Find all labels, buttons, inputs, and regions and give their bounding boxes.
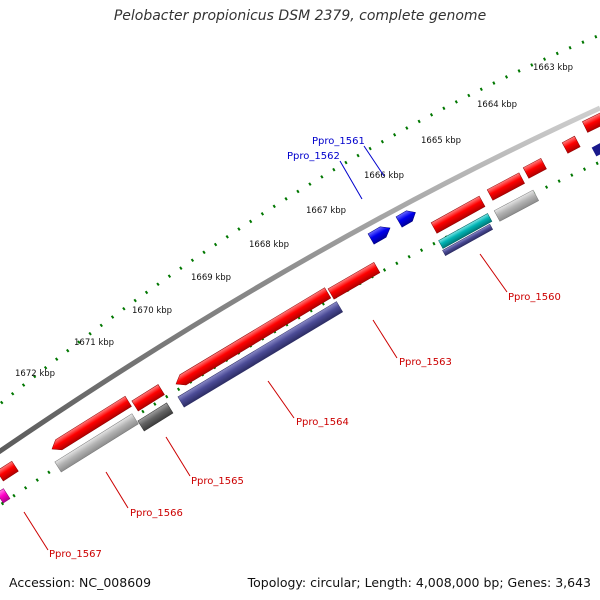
leader-ppro-1563	[372, 319, 398, 359]
gene-cds-ppro-1562[interactable]	[367, 223, 393, 245]
leader-ppro-1560	[479, 253, 508, 293]
leader-ppro-1565	[165, 436, 191, 477]
gene-cds-ppro-1566[interactable]	[49, 395, 132, 454]
scale-label-1665: 1665 kbp	[421, 136, 461, 146]
map-title: Pelobacter propionicus DSM 2379, complet…	[113, 8, 487, 24]
gene-label-ppro-1566[interactable]: Ppro_1566	[130, 508, 183, 519]
genome-backbone	[0, 105, 600, 455]
gene-cds-ppro-1567[interactable]	[0, 460, 19, 482]
leader-ppro-1562	[339, 160, 363, 200]
cog-bar-ppro-1566	[54, 413, 139, 473]
gene-cds-ppro-1560-fwd[interactable]	[561, 135, 581, 154]
accession-text: Accession: NC_008609	[9, 575, 152, 590]
gene-cds-ppro-1563[interactable]	[327, 261, 381, 300]
gene-cds-ppro-1564[interactable]	[173, 287, 332, 389]
cog-bar-ppro-1565	[137, 402, 174, 432]
scale-label-1663: 1663 kbp	[533, 63, 573, 73]
gene-cds-ppro-1561[interactable]	[395, 207, 418, 228]
scale-label-1668: 1668 kbp	[249, 240, 289, 250]
gene-label-ppro-1564[interactable]: Ppro_1564	[296, 417, 349, 428]
gene-cds-partial-right[interactable]	[591, 142, 600, 157]
scale-label-1671: 1671 kbp	[74, 338, 114, 348]
gene-label-ppro-1567[interactable]: Ppro_1567	[49, 549, 102, 560]
gene-label-ppro-1560[interactable]: Ppro_1560	[508, 292, 561, 303]
cog-bar-ppro-1560-gray	[493, 189, 540, 222]
scale-label-1672: 1672 kbp	[15, 369, 55, 379]
leader-ppro-1567	[23, 511, 49, 551]
gene-cds-ppro-1565[interactable]	[131, 384, 165, 412]
outer-scale-ticks	[0, 33, 600, 406]
cog-bar-cyan	[438, 213, 493, 249]
scale-label-1669: 1669 kbp	[191, 273, 231, 283]
leader-ppro-1566	[105, 471, 129, 509]
gene-label-ppro-1565[interactable]: Ppro_1565	[191, 476, 244, 487]
gene-label-ppro-1562[interactable]: Ppro_1562	[287, 151, 340, 162]
scale-label-1670: 1670 kbp	[132, 306, 172, 316]
gene-cds-fwd-a[interactable]	[486, 172, 525, 201]
scale-label-1664: 1664 kbp	[477, 100, 517, 110]
gene-label-ppro-1563[interactable]: Ppro_1563	[399, 357, 452, 368]
gene-label-ppro-1561[interactable]: Ppro_1561	[312, 136, 365, 147]
genome-summary-text: Topology: circular; Length: 4,008,000 bp…	[247, 575, 591, 590]
gene-cds-fwd-b[interactable]	[430, 195, 486, 234]
cog-bar-ppro-1564	[177, 301, 344, 408]
leader-ppro-1561	[363, 145, 385, 177]
gene-cds-fwd-small-a[interactable]	[522, 157, 547, 179]
cog-bar-purple-small	[442, 223, 494, 256]
cog-bar-ppro-1567	[0, 488, 11, 504]
scale-label-1666: 1666 kbp	[364, 171, 404, 181]
leader-ppro-1564	[267, 380, 295, 419]
scale-label-1667: 1667 kbp	[306, 206, 346, 216]
